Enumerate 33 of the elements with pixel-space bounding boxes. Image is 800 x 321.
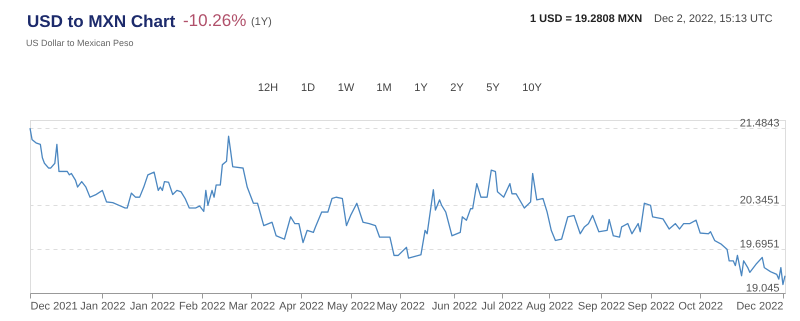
y-tick-label: 20.3451 — [740, 194, 780, 206]
chart-title: USD to MXN Chart — [27, 12, 176, 31]
text: 5Y — [486, 82, 500, 94]
text: 2Y — [450, 82, 464, 94]
x-tick-label: Aug 2022 — [526, 300, 574, 312]
y-tick-label: 19.045 — [746, 282, 780, 294]
x-tick-label: Dec 2021 — [30, 300, 78, 312]
x-tick-label: Apr 2022 — [279, 300, 324, 312]
text: 1M — [376, 82, 392, 94]
x-tick-label: May 2022 — [376, 300, 425, 312]
y-tick-label: 19.6951 — [740, 238, 780, 250]
text: 10Y — [522, 82, 542, 94]
x-tick-label: Jan 2022 — [80, 300, 126, 312]
chart-subtitle: US Dollar to Mexican Peso — [26, 38, 134, 48]
text: -10.26% — [183, 11, 246, 30]
x-tick-label: May 2022 — [326, 300, 376, 312]
text: 1D — [300, 82, 316, 94]
text: 1 USD = 19.2808 MXN — [530, 13, 642, 25]
x-tick-label: Jan 2022 — [130, 300, 176, 312]
x-tick-label: Sep 2022 — [578, 300, 625, 312]
y-tick-label: 21.4843 — [740, 117, 780, 130]
x-tick-label: Dec 2022 — [736, 300, 784, 312]
x-tick-label: Mar 2022 — [228, 300, 276, 312]
text: 12H — [258, 82, 278, 94]
x-tick-label: Sep 2022 — [627, 300, 675, 312]
text: 1Y — [414, 82, 428, 94]
x-tick-label: Feb 2022 — [178, 300, 226, 312]
x-tick-label: Jun 2022 — [432, 300, 478, 312]
x-tick-label: Oct 2022 — [678, 300, 724, 312]
x-tick-label: Jul 2022 — [481, 300, 523, 312]
text: (1Y) — [251, 16, 272, 28]
text: Dec 2, 2022, 15:13 UTC — [654, 13, 773, 25]
text: 1W — [338, 82, 355, 94]
